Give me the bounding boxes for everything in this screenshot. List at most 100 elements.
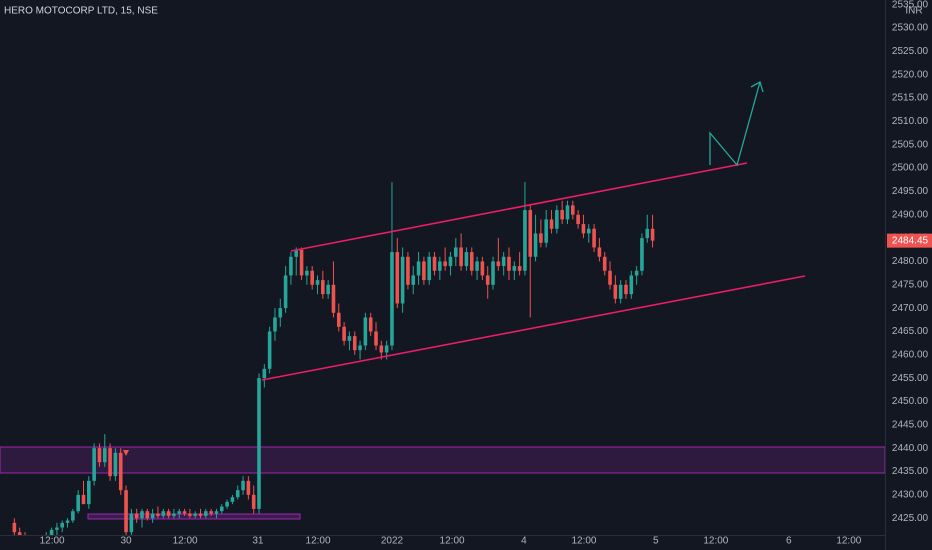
candle-body [177, 511, 182, 514]
y-tick-label: 2450.00 [892, 396, 929, 407]
currency: INR [905, 6, 922, 17]
candle-body [102, 448, 107, 463]
x-tick-label: 5 [653, 536, 659, 547]
zone [0, 446, 886, 474]
candle-body [161, 511, 166, 516]
candle-body [406, 256, 410, 285]
y-tick-label: 2440.00 [892, 443, 929, 454]
candle-body [528, 210, 533, 257]
candle-body [76, 494, 80, 512]
candle-body [12, 522, 17, 533]
candle-body [416, 261, 421, 276]
candle-body [634, 270, 639, 276]
candle-body [315, 280, 320, 285]
channel-line [290, 162, 748, 252]
event-marker [123, 450, 129, 456]
y-tick-label: 2520.00 [892, 69, 929, 80]
candle-body [289, 256, 293, 276]
candle-body [305, 270, 309, 276]
y-tick-label: 2470.00 [892, 303, 929, 314]
candle-body [209, 511, 213, 514]
candle-body [219, 506, 224, 512]
candle-body [597, 247, 602, 257]
x-tick-label: 12:00 [173, 536, 198, 547]
y-tick-label: 2445.00 [892, 419, 929, 430]
candle-body [363, 317, 368, 346]
candle-body [193, 513, 197, 516]
candle-body [331, 284, 336, 313]
y-tick-label: 2515.00 [892, 93, 929, 104]
candle-body [618, 284, 623, 299]
candle-body [464, 252, 469, 267]
candle-body [432, 256, 437, 271]
candle-body [411, 275, 416, 285]
candle-body [640, 238, 644, 271]
last-price-label: 2484.45 [892, 235, 929, 246]
candle-body [384, 345, 389, 353]
candle-body [501, 256, 506, 267]
candle-body [262, 368, 267, 379]
candle-body [60, 522, 65, 528]
y-tick-label: 2460.00 [892, 349, 929, 360]
candle-body [352, 336, 357, 351]
candle-body [438, 261, 442, 271]
candle-body [230, 497, 235, 502]
candle-body [592, 228, 596, 248]
chart-title: HERO MOTOCORP LTD, 15, NSE [4, 6, 158, 17]
candle-body [650, 228, 655, 241]
candle-body [124, 490, 128, 533]
x-tick-label: 12:00 [40, 536, 65, 547]
candle-body [299, 249, 304, 276]
candle-body [336, 312, 341, 327]
candle-body [283, 275, 288, 309]
y-tick-label: 2490.00 [892, 209, 929, 220]
y-tick-label: 2465.00 [892, 326, 929, 337]
candle-body [565, 205, 570, 220]
candle-body [108, 448, 112, 477]
candle-body [246, 480, 251, 495]
candle-body [225, 501, 229, 507]
candle-body [17, 532, 22, 535]
candle-body [422, 261, 426, 281]
candle-body [645, 228, 650, 239]
x-tick-label: 30 [120, 536, 132, 547]
candle-body [134, 513, 139, 519]
candle-body [97, 448, 102, 463]
candle-body [326, 284, 330, 295]
candles [12, 182, 655, 535]
candle-body [549, 219, 554, 229]
candle-body [294, 249, 299, 257]
candle-body [533, 233, 538, 257]
y-tick-label: 2535.00 [892, 0, 929, 10]
candle-body [166, 511, 171, 516]
candle-body [469, 252, 474, 271]
candle-body [512, 266, 517, 271]
y-tick-label: 2480.00 [892, 256, 929, 267]
candle-body [49, 529, 54, 535]
y-tick-label: 2455.00 [892, 373, 929, 384]
channel-line [261, 275, 806, 381]
candle-body [358, 345, 362, 351]
candle-body [198, 513, 203, 516]
candle-body [145, 511, 150, 519]
projection-arrow [709, 81, 761, 167]
x-tick-label: 12:00 [703, 536, 728, 547]
candle-body [55, 527, 59, 530]
candle-body [214, 511, 219, 514]
candle-body [496, 261, 501, 267]
y-tick-label: 2530.00 [892, 23, 929, 34]
candle-body [475, 261, 479, 271]
candle-body [629, 275, 634, 295]
x-tick-label: 12:00 [836, 536, 861, 547]
candle-body [182, 511, 187, 514]
candle-body [140, 511, 144, 519]
candle-body [235, 490, 240, 498]
candle-body [342, 326, 346, 341]
candle-body [544, 219, 549, 243]
candle-body [560, 210, 564, 220]
candle-body [347, 336, 352, 341]
candle-body [129, 513, 134, 533]
candle-body [576, 214, 580, 225]
candle-body [310, 270, 314, 285]
